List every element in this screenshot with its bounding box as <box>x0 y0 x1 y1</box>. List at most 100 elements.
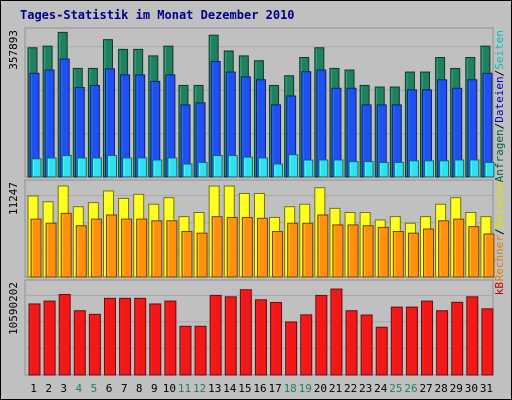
bar-Seiten-17 <box>273 163 284 178</box>
bar-kB-4 <box>73 310 86 376</box>
bar-kB-2 <box>43 300 56 376</box>
bar-Seiten-28 <box>439 160 450 178</box>
y-max-label-bottom: 10590202 <box>7 282 20 335</box>
y-max-label-top: 357893 <box>7 30 20 70</box>
bar-Seiten-14 <box>227 155 238 178</box>
x-tick-label-13: 13 <box>208 382 221 395</box>
chart-panels: 357893Anfragen/Dateien/Seiten11247Rechne… <box>7 27 506 376</box>
bar-kB-25 <box>390 306 403 376</box>
bar-kB-11 <box>179 325 192 376</box>
bar-Seiten-12 <box>197 161 208 178</box>
bar-Seiten-21 <box>333 159 344 178</box>
bar-Rechner-10 <box>166 220 178 278</box>
bar-Seiten-29 <box>454 159 465 178</box>
x-tick-label-14: 14 <box>223 382 237 395</box>
x-tick-label-21: 21 <box>329 382 342 395</box>
x-tick-label-22: 22 <box>344 382 357 395</box>
bar-Seiten-6 <box>106 155 117 178</box>
legend-item-middle-2: Besuche <box>493 182 506 228</box>
x-tick-label-30: 30 <box>465 382 478 395</box>
bar-Seiten-7 <box>122 157 133 178</box>
x-tick-label-6: 6 <box>106 382 113 395</box>
x-tick-label-8: 8 <box>136 382 143 395</box>
legend-item-top-2: Dateien <box>493 76 506 122</box>
legend-item-middle-0: Rechner <box>493 235 506 282</box>
x-tick-label-1: 1 <box>30 382 37 395</box>
bar-Rechner-30 <box>468 226 480 278</box>
bar-Seiten-11 <box>182 163 193 178</box>
bar-kB-27 <box>421 300 434 376</box>
bar-kB-17 <box>270 301 283 376</box>
x-tick-label-4: 4 <box>76 382 83 395</box>
bar-Rechner-3 <box>60 212 72 278</box>
bar-Seiten-1 <box>31 158 42 178</box>
bar-kB-1 <box>28 303 41 376</box>
legend-item-top-0: Anfragen <box>493 129 506 182</box>
bar-Rechner-1 <box>30 218 42 278</box>
legend-item-middle-1: / <box>493 228 506 235</box>
bar-kB-20 <box>315 294 328 376</box>
x-tick-label-23: 23 <box>359 382 372 395</box>
bar-Rechner-14 <box>226 216 238 278</box>
bar-Rechner-23 <box>362 225 374 278</box>
bar-Seiten-27 <box>424 160 435 178</box>
bar-Rechner-25 <box>392 231 404 278</box>
x-tick-label-7: 7 <box>121 382 128 395</box>
legend-middle: Rechner/Besuche <box>493 182 506 281</box>
x-tick-label-12: 12 <box>193 382 206 395</box>
x-tick-label-31: 31 <box>480 382 493 395</box>
x-tick-label-28: 28 <box>435 382 448 395</box>
bar-kB-12 <box>194 325 207 376</box>
bar-kB-9 <box>149 303 162 376</box>
series-kB <box>28 288 494 376</box>
bar-Rechner-28 <box>438 220 450 278</box>
x-tick-label-10: 10 <box>163 382 176 395</box>
bar-Seiten-20 <box>318 159 329 178</box>
bar-Seiten-4 <box>76 157 87 178</box>
bar-kB-19 <box>300 314 313 376</box>
bar-Rechner-11 <box>181 231 193 278</box>
bar-Rechner-9 <box>151 220 163 278</box>
x-tick-label-25: 25 <box>389 382 402 395</box>
bar-Seiten-24 <box>378 161 389 178</box>
bar-kB-29 <box>451 301 464 376</box>
bar-kB-30 <box>466 296 479 376</box>
bar-kB-21 <box>330 288 343 376</box>
x-tick-label-16: 16 <box>253 382 266 395</box>
bar-Seiten-2 <box>46 157 57 178</box>
legend-item-bottom-0: kB <box>493 282 506 296</box>
bar-Rechner-16 <box>256 217 268 278</box>
bar-Rechner-19 <box>302 222 314 278</box>
bar-kB-16 <box>254 299 267 376</box>
bar-Rechner-13 <box>211 216 223 278</box>
bar-Seiten-26 <box>408 160 419 178</box>
legend-bottom: kB <box>493 282 506 296</box>
bar-Seiten-22 <box>348 161 359 178</box>
bar-Rechner-2 <box>45 222 57 278</box>
bar-kB-15 <box>239 289 252 376</box>
x-axis-labels: 1 2 3 4 5 6 7 8 9 10 11 12 13 14 15 16 17 18 19 20 21 22 23 24 2… <box>30 382 493 395</box>
bar-Rechner-21 <box>332 224 344 278</box>
x-tick-label-18: 18 <box>284 382 297 395</box>
bar-kB-8 <box>134 297 147 376</box>
bar-Rechner-7 <box>121 218 133 278</box>
x-tick-label-17: 17 <box>268 382 281 395</box>
bar-Rechner-5 <box>90 218 102 278</box>
bar-kB-28 <box>436 310 449 376</box>
x-tick-label-27: 27 <box>419 382 432 395</box>
x-tick-label-26: 26 <box>404 382 417 395</box>
bar-Seiten-3 <box>61 155 72 178</box>
x-tick-label-29: 29 <box>450 382 463 395</box>
bar-Seiten-23 <box>363 161 374 178</box>
bar-kB-13 <box>209 294 222 376</box>
x-tick-label-11: 11 <box>178 382 191 395</box>
bar-kB-10 <box>164 300 177 376</box>
bar-Rechner-31 <box>483 233 495 278</box>
bar-Seiten-30 <box>469 159 480 178</box>
bar-Seiten-10 <box>167 157 178 178</box>
bar-kB-22 <box>345 310 358 376</box>
legend-item-top-4: Seiten <box>493 30 506 70</box>
x-tick-label-5: 5 <box>91 382 98 395</box>
